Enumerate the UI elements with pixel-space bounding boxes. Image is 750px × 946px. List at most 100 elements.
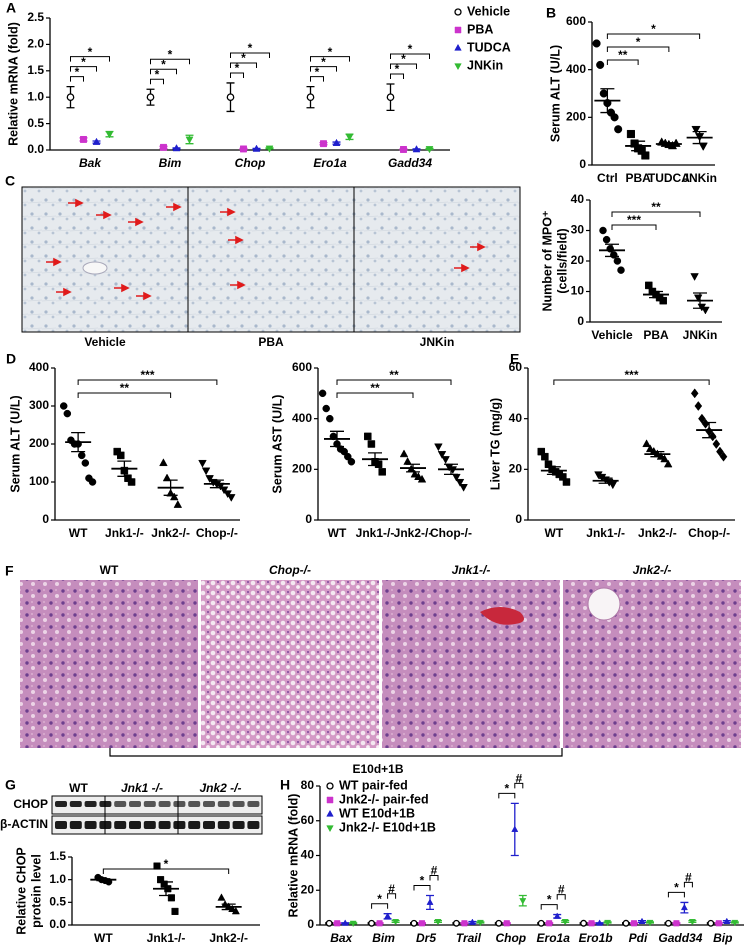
y-tick-label: 200	[566, 110, 586, 124]
y-axis-label: Relative mRNA (fold)	[286, 794, 300, 918]
data-point	[562, 478, 571, 486]
data-point	[690, 388, 699, 399]
x-tick-label: Ero1b	[579, 931, 613, 945]
mean-marker	[588, 920, 595, 927]
x-tick-label: JNKin	[683, 328, 718, 342]
x-tick-label: TUDCA	[648, 171, 690, 185]
mean-marker	[461, 920, 468, 927]
data-point	[455, 478, 465, 487]
arrow	[220, 207, 236, 217]
micrograph	[187, 186, 355, 333]
significance-label: *	[168, 47, 173, 61]
micrograph	[353, 186, 521, 333]
band	[129, 821, 141, 829]
significance-label: #	[431, 864, 438, 878]
band-label: CHOP	[13, 797, 48, 811]
data-point	[417, 474, 427, 483]
y-tick-label: 1.0	[49, 872, 66, 886]
x-tick-label: Bip	[713, 931, 732, 945]
mean-marker	[495, 919, 503, 927]
micrograph-label: PBA	[258, 335, 284, 349]
x-tick-label: Jnk2-/-	[209, 931, 248, 945]
legend-label: Vehicle	[467, 4, 510, 18]
y-axis-label: Serum ALT (U/L)	[8, 395, 22, 492]
significance-bracket	[336, 392, 414, 398]
significance-label: **	[618, 48, 628, 62]
mean-marker	[580, 919, 588, 927]
data-point	[322, 404, 330, 413]
x-tick-label: Jnk1-/-	[356, 526, 395, 540]
y-tick-label: 2.0	[27, 37, 44, 51]
data-point	[617, 266, 625, 274]
significance-bracket	[390, 53, 430, 59]
mean-marker	[320, 140, 327, 148]
mean-marker	[596, 919, 604, 926]
y-tick-label: 40	[301, 848, 315, 862]
significance-label: *	[75, 65, 80, 79]
mean-marker	[452, 919, 460, 927]
mean-marker	[386, 93, 395, 101]
lane-label: Jnk2 -/-	[199, 781, 241, 795]
y-axis-label: protein level	[29, 854, 43, 928]
y-tick-label: 2.5	[27, 10, 44, 24]
x-tick-label: Trail	[456, 931, 482, 945]
mean-marker	[664, 919, 672, 927]
y-tick-label: 0	[305, 512, 312, 526]
data-point	[599, 226, 607, 235]
y-tick-label: 1.5	[49, 849, 66, 863]
legend-marker	[454, 43, 462, 51]
significance-label: **	[651, 200, 661, 214]
mean-marker	[92, 137, 101, 145]
significance-label: *	[377, 892, 382, 906]
x-tick-label: WT	[94, 931, 113, 945]
x-tick-label: Ero1a	[537, 931, 571, 945]
x-tick-label: Jnk2-/-	[394, 526, 433, 540]
arrow	[128, 217, 144, 227]
significance-bracket	[77, 379, 218, 385]
mean-marker	[172, 144, 181, 152]
micrograph	[382, 580, 560, 748]
legend-label: WT E10d+1B	[339, 806, 415, 820]
data-point	[712, 439, 721, 449]
significance-label: *	[401, 52, 406, 66]
mean-marker	[630, 920, 638, 927]
mean-marker	[334, 920, 341, 927]
band	[69, 821, 82, 829]
significance-label: *	[395, 62, 400, 76]
significance-bracket	[413, 884, 431, 891]
band	[143, 821, 156, 829]
significance-label: ***	[624, 368, 638, 382]
significance-bracket	[498, 792, 516, 799]
significance-bracket	[77, 392, 172, 398]
data-point	[708, 431, 717, 442]
band	[203, 821, 215, 829]
data-point	[719, 451, 728, 462]
significance-label: **	[120, 381, 130, 395]
x-tick-label: Pdi	[629, 931, 648, 945]
significance-label: *	[164, 857, 169, 871]
band	[188, 821, 201, 829]
data-point	[596, 60, 605, 69]
x-tick-label: Chop	[495, 931, 526, 945]
mean-marker	[384, 912, 392, 919]
data-point	[399, 449, 409, 458]
mean-marker	[146, 93, 155, 101]
y-tick-label: 0.0	[27, 142, 44, 156]
mean-marker	[622, 919, 630, 927]
band	[158, 821, 171, 829]
significance-label: *	[651, 22, 656, 36]
data-point	[77, 451, 86, 460]
significance-label: ***	[627, 213, 641, 227]
mean-marker	[345, 133, 354, 142]
significance-bracket	[150, 68, 177, 75]
significance-label: #	[685, 871, 692, 885]
y-tick-label: 0	[577, 314, 584, 328]
significance-bracket	[371, 903, 389, 909]
data-point	[127, 478, 136, 486]
x-tick-label: Chop	[235, 156, 266, 170]
significance-bracket	[230, 62, 257, 68]
mean-marker	[418, 920, 426, 927]
x-tick-label: WT	[328, 526, 347, 540]
panel-letter: E	[510, 351, 519, 367]
data-point	[205, 475, 214, 483]
